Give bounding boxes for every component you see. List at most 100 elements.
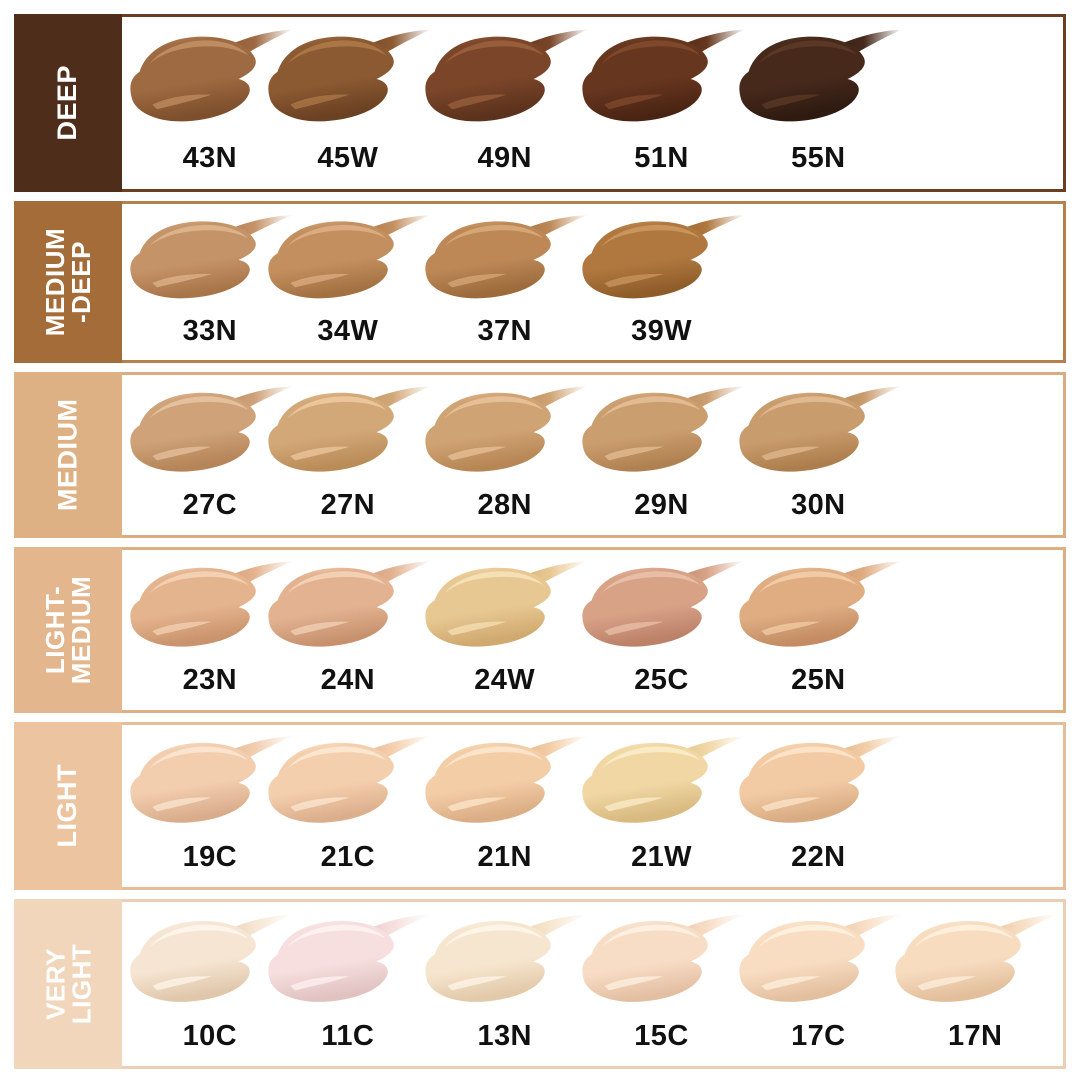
shade-swatch-28N[interactable]: 28N xyxy=(417,375,593,535)
shade-swatch-15C[interactable]: 15C xyxy=(574,902,750,1066)
shade-swatch-25C[interactable]: 25C xyxy=(574,550,750,710)
shade-swatch-27N[interactable]: 27N xyxy=(260,375,436,535)
shade-swatch-21W[interactable]: 21W xyxy=(574,725,750,887)
swatch-smear xyxy=(417,731,593,835)
shade-code-label: 37N xyxy=(477,314,532,347)
shade-code-label: 29N xyxy=(634,489,689,522)
swatch-smear xyxy=(574,381,750,483)
shade-swatch-45W[interactable]: 45W xyxy=(260,17,436,189)
swatch-smear xyxy=(731,909,907,1014)
category-block-light[interactable]: LIGHT xyxy=(14,722,122,890)
swatch-panel: 19C 21C 21N 21W 22N xyxy=(119,722,1066,890)
swatch-panel: 43N 45W 49N 51N 55N xyxy=(119,14,1066,192)
swatch-smear xyxy=(417,24,593,134)
shade-code-label: 11C xyxy=(321,1019,375,1052)
shade-code-label: 24N xyxy=(320,664,376,697)
shade-swatch-19C[interactable]: 19C xyxy=(122,725,298,887)
swatch-track: 10C 11C 13N 15C 17C 17N xyxy=(122,902,1063,1066)
swatch-smear xyxy=(122,24,298,134)
category-label: MEDIUM xyxy=(52,398,83,512)
shade-swatch-33N[interactable]: 33N xyxy=(122,204,298,360)
shade-code-label: 23N xyxy=(182,664,238,697)
shade-swatch-29N[interactable]: 29N xyxy=(574,375,750,535)
shade-row-light-medium: LIGHT- MEDIUM 23N 24N 24W 25C 25N xyxy=(14,547,1066,713)
category-block-light-medium[interactable]: LIGHT- MEDIUM xyxy=(14,547,122,713)
shade-swatch-24N[interactable]: 24N xyxy=(260,550,436,710)
shade-row-medium-deep: MEDIUM -DEEP 33N 34W 37N 39W xyxy=(14,201,1066,363)
swatch-smear xyxy=(260,24,436,134)
shade-code-label: 45W xyxy=(317,142,379,175)
swatch-smear xyxy=(574,210,750,310)
shade-code-label: 55N xyxy=(791,142,846,175)
category-block-medium-deep[interactable]: MEDIUM -DEEP xyxy=(14,201,122,363)
swatch-smear xyxy=(417,381,593,483)
shade-code-label: 13N xyxy=(477,1019,532,1052)
shade-swatch-55N[interactable]: 55N xyxy=(731,17,907,189)
swatch-smear xyxy=(887,909,1063,1014)
shade-code-label: 21W xyxy=(631,841,692,874)
shade-row-medium: MEDIUM 27C 27N 28N 29N 30N xyxy=(14,372,1066,538)
shade-code-label: 43N xyxy=(182,142,238,175)
shade-swatch-25N[interactable]: 25N xyxy=(731,550,907,710)
swatch-smear xyxy=(122,909,298,1014)
swatch-smear xyxy=(731,24,907,134)
swatch-smear xyxy=(574,24,750,134)
category-block-medium[interactable]: MEDIUM xyxy=(14,372,122,538)
shade-swatch-17C[interactable]: 17C xyxy=(731,902,907,1066)
swatch-smear xyxy=(574,909,750,1014)
shade-code-label: 25C xyxy=(634,664,689,697)
shade-code-label: 39W xyxy=(631,314,692,347)
category-label: VERY LIGHT xyxy=(40,943,96,1025)
shade-code-label: 27C xyxy=(182,489,238,522)
swatch-smear xyxy=(260,731,436,835)
shade-row-deep: DEEP 43N 45W 49N 51N 55N xyxy=(14,14,1066,192)
swatch-panel: 10C 11C 13N 15C 17C 17N xyxy=(119,899,1066,1069)
shade-swatch-21C[interactable]: 21C xyxy=(260,725,436,887)
shade-swatch-39W[interactable]: 39W xyxy=(574,204,750,360)
swatch-smear xyxy=(417,210,593,310)
shade-swatch-22N[interactable]: 22N xyxy=(731,725,907,887)
shade-swatch-24W[interactable]: 24W xyxy=(417,550,593,710)
shade-swatch-21N[interactable]: 21N xyxy=(417,725,593,887)
swatch-smear xyxy=(417,556,593,658)
shade-swatch-23N[interactable]: 23N xyxy=(122,550,298,710)
category-block-deep[interactable]: DEEP xyxy=(14,14,122,192)
shade-code-label: 19C xyxy=(182,841,238,874)
shade-code-label: 15C xyxy=(634,1019,689,1052)
shade-code-label: 17N xyxy=(947,1019,1003,1052)
shade-code-label: 25N xyxy=(791,664,846,697)
shade-code-label: 34W xyxy=(317,314,379,347)
swatch-smear xyxy=(731,381,907,483)
swatch-smear xyxy=(122,731,298,835)
shade-row-light: LIGHT 19C 21C 21N 21W 22N xyxy=(14,722,1066,890)
shade-swatch-10C[interactable]: 10C xyxy=(122,902,298,1066)
shade-swatch-27C[interactable]: 27C xyxy=(122,375,298,535)
shade-swatch-13N[interactable]: 13N xyxy=(417,902,593,1066)
swatch-smear xyxy=(731,556,907,658)
category-block-very-light[interactable]: VERY LIGHT xyxy=(14,899,122,1069)
swatch-panel: 33N 34W 37N 39W xyxy=(119,201,1066,363)
shade-code-label: 24W xyxy=(474,664,536,697)
shade-swatch-34W[interactable]: 34W xyxy=(260,204,436,360)
swatch-smear xyxy=(122,556,298,658)
shade-swatch-51N[interactable]: 51N xyxy=(574,17,750,189)
category-label: LIGHT- MEDIUM xyxy=(40,575,96,685)
swatch-smear xyxy=(122,381,298,483)
shade-code-label: 28N xyxy=(477,489,532,522)
shade-swatch-49N[interactable]: 49N xyxy=(417,17,593,189)
shade-swatch-17N[interactable]: 17N xyxy=(887,902,1063,1066)
shade-swatch-43N[interactable]: 43N xyxy=(122,17,298,189)
swatch-panel: 23N 24N 24W 25C 25N xyxy=(119,547,1066,713)
swatch-smear xyxy=(260,381,436,483)
shade-code-label: 49N xyxy=(477,142,532,175)
swatch-smear xyxy=(260,909,436,1014)
shade-swatch-37N[interactable]: 37N xyxy=(417,204,593,360)
swatch-smear xyxy=(731,731,907,835)
swatch-track: 27C 27N 28N 29N 30N xyxy=(122,375,1063,535)
shade-swatch-30N[interactable]: 30N xyxy=(731,375,907,535)
shade-code-label: 33N xyxy=(182,314,238,347)
shade-swatch-11C[interactable]: 11C xyxy=(260,902,436,1066)
swatch-track: 43N 45W 49N 51N 55N xyxy=(122,17,1063,189)
swatch-track: 33N 34W 37N 39W xyxy=(122,204,1063,360)
swatch-smear xyxy=(260,210,436,310)
